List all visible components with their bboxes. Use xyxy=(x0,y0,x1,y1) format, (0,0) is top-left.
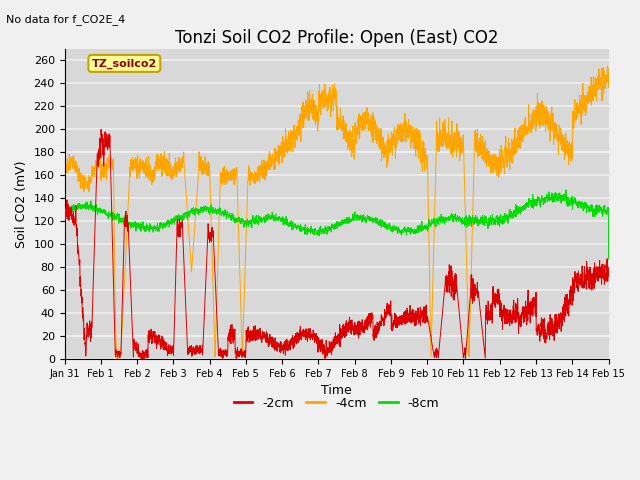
X-axis label: Time: Time xyxy=(321,384,352,397)
Text: No data for f_CO2E_4: No data for f_CO2E_4 xyxy=(6,14,125,25)
Title: Tonzi Soil CO2 Profile: Open (East) CO2: Tonzi Soil CO2 Profile: Open (East) CO2 xyxy=(175,29,499,48)
Legend: -2cm, -4cm, -8cm: -2cm, -4cm, -8cm xyxy=(228,392,445,415)
Y-axis label: Soil CO2 (mV): Soil CO2 (mV) xyxy=(15,160,28,248)
Text: TZ_soilco2: TZ_soilco2 xyxy=(92,58,157,69)
